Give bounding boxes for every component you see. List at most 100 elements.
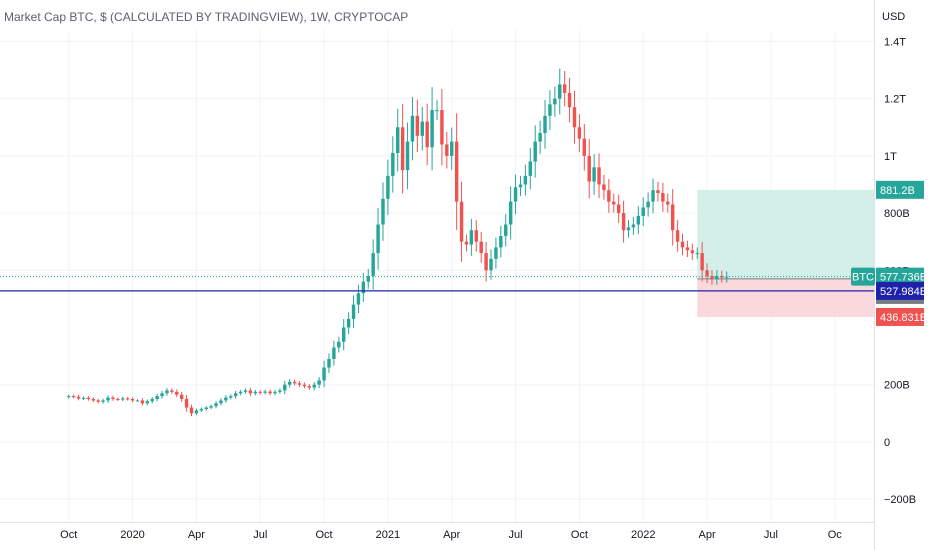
candle[interactable] bbox=[420, 106, 424, 151]
candle[interactable] bbox=[690, 243, 695, 260]
candle[interactable] bbox=[435, 100, 439, 121]
candle[interactable] bbox=[341, 319, 346, 351]
candle[interactable] bbox=[646, 192, 650, 217]
candle[interactable] bbox=[273, 389, 277, 396]
candle[interactable] bbox=[572, 90, 577, 144]
candle[interactable] bbox=[513, 174, 518, 215]
candle[interactable] bbox=[626, 219, 631, 238]
candle[interactable] bbox=[376, 207, 380, 270]
candle[interactable] bbox=[538, 120, 542, 154]
candle[interactable] bbox=[523, 164, 528, 196]
horizontal-lines[interactable] bbox=[0, 276, 874, 292]
candle[interactable] bbox=[636, 206, 641, 235]
candle[interactable] bbox=[386, 159, 390, 215]
candle[interactable] bbox=[194, 408, 199, 416]
candle[interactable] bbox=[111, 395, 115, 401]
candle[interactable] bbox=[292, 379, 297, 386]
candle[interactable] bbox=[430, 87, 434, 171]
candle[interactable] bbox=[268, 389, 272, 396]
candle[interactable] bbox=[209, 404, 213, 410]
candle[interactable] bbox=[597, 153, 601, 199]
candle[interactable] bbox=[71, 394, 76, 399]
candle[interactable] bbox=[243, 388, 248, 394]
candle[interactable] bbox=[548, 90, 552, 130]
candle[interactable] bbox=[175, 389, 179, 398]
candle[interactable] bbox=[258, 390, 262, 395]
candle[interactable] bbox=[381, 182, 385, 241]
candle[interactable] bbox=[297, 381, 302, 387]
candle[interactable] bbox=[425, 103, 429, 166]
candle[interactable] bbox=[219, 398, 223, 406]
candle[interactable] bbox=[86, 396, 91, 401]
candle[interactable] bbox=[81, 396, 86, 400]
candle[interactable] bbox=[238, 389, 243, 396]
candle[interactable] bbox=[67, 394, 71, 399]
candle[interactable] bbox=[656, 181, 660, 202]
candle[interactable] bbox=[351, 295, 356, 329]
candle[interactable] bbox=[543, 100, 547, 149]
candle[interactable] bbox=[405, 122, 410, 190]
candle[interactable] bbox=[371, 239, 375, 290]
candle[interactable] bbox=[233, 390, 238, 399]
candle[interactable] bbox=[489, 249, 493, 280]
candle[interactable] bbox=[170, 388, 174, 394]
candle[interactable] bbox=[165, 387, 169, 396]
candle[interactable] bbox=[91, 397, 96, 403]
candle[interactable] bbox=[229, 394, 233, 400]
candle[interactable] bbox=[204, 406, 208, 411]
candle[interactable] bbox=[582, 124, 587, 171]
candle[interactable] bbox=[661, 182, 665, 212]
candle[interactable] bbox=[332, 340, 336, 366]
candle[interactable] bbox=[189, 404, 194, 417]
candle[interactable] bbox=[214, 401, 218, 409]
candle[interactable] bbox=[125, 396, 130, 401]
candle[interactable] bbox=[680, 233, 685, 256]
candle[interactable] bbox=[76, 394, 81, 401]
time-axis[interactable]: Oct 2020 Apr Jul Oct 2021 Apr Jul Oct 2022 Apr Jul O… bbox=[0, 522, 874, 542]
loss-zone[interactable] bbox=[697, 278, 874, 317]
candle[interactable] bbox=[391, 136, 395, 193]
candle[interactable] bbox=[396, 108, 400, 172]
candle[interactable] bbox=[199, 407, 204, 412]
candle[interactable] bbox=[528, 148, 533, 190]
candle[interactable] bbox=[494, 237, 498, 269]
candle[interactable] bbox=[263, 389, 267, 395]
candle[interactable] bbox=[499, 225, 503, 258]
candle[interactable] bbox=[346, 312, 351, 335]
candle[interactable] bbox=[145, 399, 150, 406]
candle[interactable] bbox=[567, 77, 572, 123]
candle[interactable] bbox=[150, 396, 154, 404]
candle[interactable] bbox=[666, 193, 670, 213]
candle[interactable] bbox=[224, 395, 228, 403]
candle[interactable] bbox=[695, 247, 699, 259]
candle[interactable] bbox=[155, 393, 159, 402]
candle[interactable] bbox=[327, 353, 331, 374]
candle[interactable] bbox=[612, 193, 616, 213]
candle[interactable] bbox=[366, 269, 370, 289]
candle[interactable] bbox=[705, 263, 709, 283]
candle[interactable] bbox=[361, 272, 366, 302]
position-tool[interactable] bbox=[697, 189, 874, 317]
candle[interactable] bbox=[459, 181, 464, 262]
candle[interactable] bbox=[616, 194, 621, 223]
candle[interactable] bbox=[287, 379, 292, 388]
candle[interactable] bbox=[631, 216, 636, 235]
candle[interactable] bbox=[508, 186, 513, 240]
candle[interactable] bbox=[710, 270, 714, 285]
candle[interactable] bbox=[562, 70, 567, 107]
candle[interactable] bbox=[410, 97, 415, 161]
candle[interactable] bbox=[592, 154, 596, 195]
candle[interactable] bbox=[607, 178, 611, 213]
candle[interactable] bbox=[160, 390, 164, 399]
candle[interactable] bbox=[106, 395, 110, 403]
candle[interactable] bbox=[322, 360, 326, 388]
candle[interactable] bbox=[130, 397, 135, 403]
candle[interactable] bbox=[504, 213, 508, 247]
candle[interactable] bbox=[253, 389, 258, 396]
candle[interactable] bbox=[533, 125, 537, 178]
candle[interactable] bbox=[440, 89, 444, 166]
candle[interactable] bbox=[140, 398, 145, 406]
candle[interactable] bbox=[553, 86, 557, 117]
candle[interactable] bbox=[135, 399, 140, 402]
